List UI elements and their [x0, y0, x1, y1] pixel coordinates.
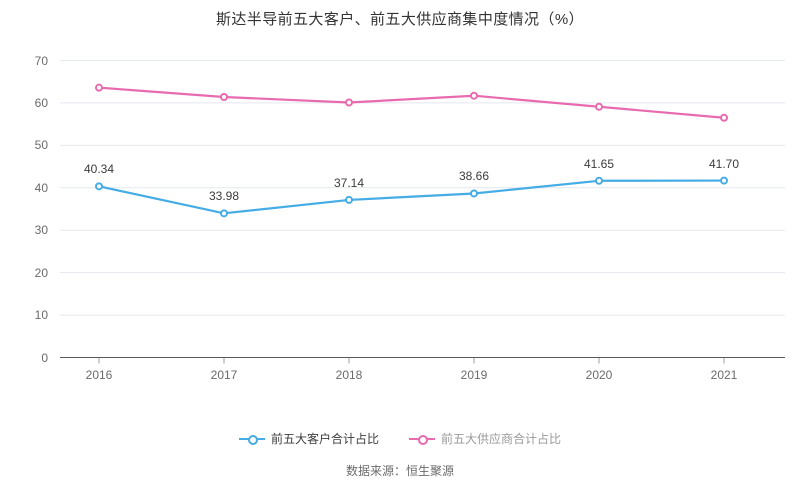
y-axis-tick-label: 10	[34, 308, 48, 323]
data-point	[95, 182, 103, 191]
data-point	[720, 176, 728, 185]
y-axis-tick-label: 30	[34, 223, 48, 238]
x-axis-tick-label: 2020	[585, 368, 613, 382]
legend-marker-icon	[409, 433, 435, 445]
y-axis-tick-label: 20	[34, 265, 48, 280]
x-axis-ticks	[98, 357, 725, 364]
data-point	[470, 91, 478, 100]
chart-title: 斯达半导前五大客户、前五大供应商集中度情况（%）	[216, 11, 584, 28]
x-axis-tick-label: 2019	[460, 368, 488, 382]
series-suppliers-line	[95, 83, 728, 122]
data-point-label: 37.14	[333, 175, 365, 190]
legend-label-suppliers: 前五大供应商合计占比	[441, 432, 562, 446]
y-axis-tick-label: 0	[41, 350, 48, 365]
x-axis-tick-label: 2016	[85, 368, 113, 382]
data-point-label: 38.66	[458, 169, 490, 184]
data-point	[345, 98, 353, 107]
y-axis-tick-label: 40	[34, 180, 48, 195]
data-point	[345, 195, 353, 204]
chart-legend: 前五大客户合计占比 前五大供应商合计占比	[0, 430, 800, 447]
legend-item-customers[interactable]: 前五大客户合计占比	[238, 430, 379, 447]
series-customers-line	[95, 176, 728, 218]
gridlines	[60, 60, 785, 316]
data-point-label: 33.98	[208, 189, 240, 204]
data-point-label: 41.65	[583, 156, 615, 171]
data-point	[95, 83, 103, 92]
data-point	[470, 189, 478, 198]
legend-marker-icon	[238, 433, 265, 445]
data-point	[220, 209, 228, 218]
y-axis-tick-label: 70	[34, 53, 48, 68]
y-axis-tick-label: 50	[34, 138, 48, 153]
series-path	[97, 179, 726, 215]
legend-label-customers: 前五大客户合计占比	[270, 432, 379, 446]
data-point-label: 41.70	[708, 156, 740, 171]
data-point-label: 40.34	[83, 162, 115, 177]
x-axis-tick-label: 2021	[710, 368, 738, 382]
series-path	[97, 86, 726, 119]
y-axis-tick-label: 60	[34, 95, 48, 110]
data-point	[595, 176, 603, 185]
legend-item-suppliers[interactable]: 前五大供应商合计占比	[409, 430, 561, 447]
data-point	[720, 113, 728, 122]
data-point	[220, 92, 228, 101]
data-point	[595, 102, 603, 111]
source-note: 数据来源：恒生聚源	[345, 464, 454, 478]
x-axis-tick-label: 2018	[335, 368, 363, 382]
x-axis-tick-label: 2017	[210, 368, 238, 382]
